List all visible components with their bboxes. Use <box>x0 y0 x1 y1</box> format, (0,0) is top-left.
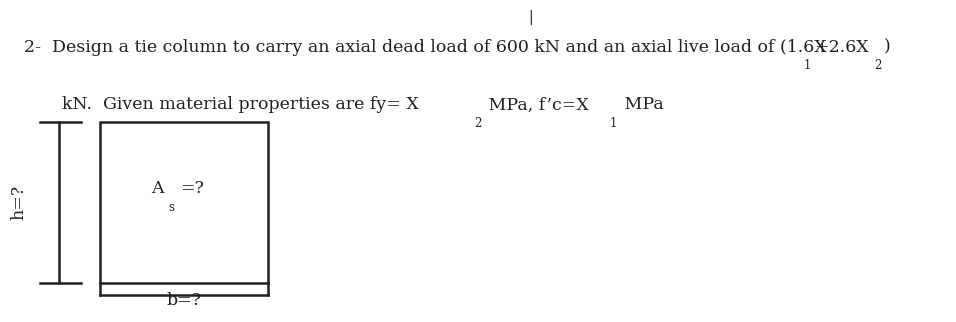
Text: 2: 2 <box>874 59 881 72</box>
Text: =?: =? <box>180 180 204 197</box>
Text: 2-  Design a tie column to carry an axial dead load of 600 kN and an axial live : 2- Design a tie column to carry an axial… <box>24 39 827 55</box>
Text: ): ) <box>883 39 890 55</box>
Text: kN.  Given material properties are fy= X: kN. Given material properties are fy= X <box>62 97 419 113</box>
Text: s: s <box>168 201 174 214</box>
Text: |: | <box>529 10 532 25</box>
Text: 1: 1 <box>610 117 618 130</box>
Text: MPa, f’c=X: MPa, f’c=X <box>483 97 589 113</box>
Text: h=?: h=? <box>11 185 28 221</box>
Text: A: A <box>151 180 163 197</box>
Text: b=?: b=? <box>166 292 201 309</box>
Bar <box>100 122 268 283</box>
Text: 1: 1 <box>804 59 812 72</box>
Text: MPa: MPa <box>619 97 663 113</box>
Text: 2: 2 <box>474 117 482 130</box>
Text: +2.6X: +2.6X <box>815 39 869 55</box>
